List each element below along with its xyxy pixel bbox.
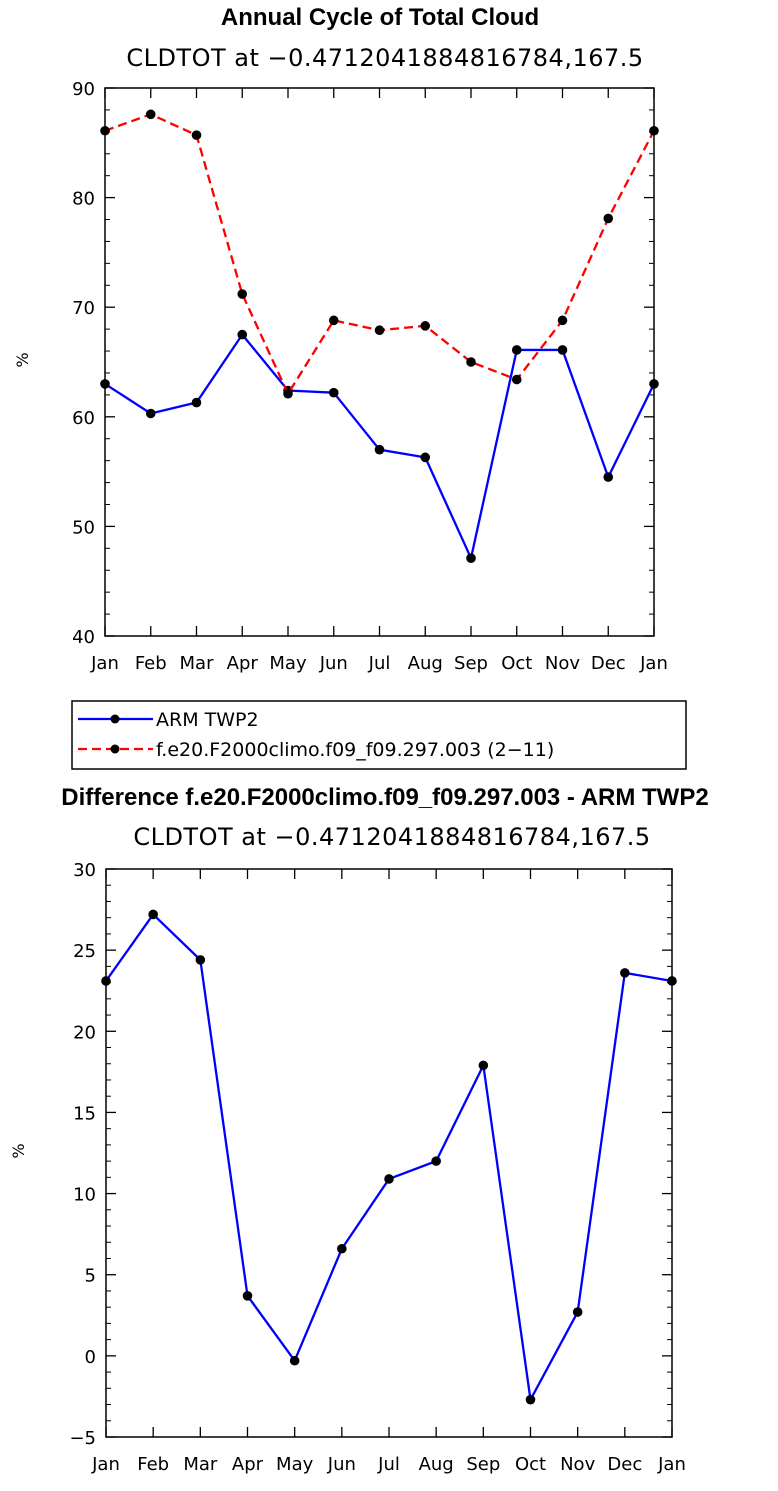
chart1-series-1-point xyxy=(557,315,568,326)
chart1-ytick-label: 60 xyxy=(72,408,95,429)
chart2-ylabel: % xyxy=(9,1143,28,1158)
chart1-series-0-point xyxy=(420,452,431,463)
chart1-xtick-label: Apr xyxy=(227,653,259,674)
difference-chart: Difference f.e20.F2000climo.f09_f09.297.… xyxy=(9,784,709,1475)
chart1-xtick-label: Nov xyxy=(545,653,580,674)
chart1-title: Annual Cycle of Total Cloud xyxy=(221,4,539,31)
chart2-xtick-label: Aug xyxy=(419,1454,454,1475)
chart1-ytick-label: 80 xyxy=(72,189,95,210)
chart2-series-0-point xyxy=(242,1291,253,1301)
legend-marker-arm xyxy=(110,714,120,724)
chart1-series-0-point xyxy=(511,345,522,355)
chart1-ytick-label: 50 xyxy=(72,517,95,538)
chart2-series-0-point xyxy=(148,909,158,920)
chart2-ytick-label: 20 xyxy=(73,1022,96,1043)
chart1-xtick-label: Dec xyxy=(591,653,626,674)
chart1-series-0-point xyxy=(466,553,476,563)
chart1-series-0-point xyxy=(649,379,659,389)
chart1-series-0-point xyxy=(557,345,568,355)
chart1-xtick-label: Jul xyxy=(368,653,391,674)
chart2-series-0-point xyxy=(620,968,630,978)
chart2-plot-frame xyxy=(105,868,673,1438)
chart2-series-0-point xyxy=(431,1156,441,1166)
chart2-xtick-label: Apr xyxy=(232,1454,264,1475)
chart2-xtick-label: May xyxy=(276,1454,314,1475)
chart2-ytick-label: −5 xyxy=(69,1428,96,1449)
chart2-series-0-point xyxy=(101,976,111,986)
chart1-xtick-label: Mar xyxy=(180,653,215,674)
chart2-xtick-label: Jul xyxy=(377,1454,400,1475)
chart2-xtick-label: Jun xyxy=(327,1454,356,1475)
chart2-xtick-label: Dec xyxy=(607,1454,642,1475)
chart1-xtick-label: Feb xyxy=(135,653,167,674)
chart1-series-0-point xyxy=(603,472,614,482)
chart1-series-1-point xyxy=(328,315,339,326)
chart1-series-1-point xyxy=(237,289,248,299)
chart1-series-1-point xyxy=(191,130,202,140)
chart1-series-0-point xyxy=(100,379,110,389)
chart1-legend: ARM TWP2 f.e20.F2000climo.f09_f09.297.00… xyxy=(71,700,687,770)
chart1-xtick-label: Jan xyxy=(639,653,668,674)
chart1-series-1-point xyxy=(100,125,110,136)
chart2-series-0-point xyxy=(572,1307,583,1317)
chart2-series-0-point xyxy=(337,1243,347,1254)
chart1-subtitle: CLDTOT at −0.4712041884816784,167.5 xyxy=(126,44,643,72)
chart1-series-0-point xyxy=(374,444,385,455)
chart2-series-0-point xyxy=(195,955,206,965)
chart2-ytick-label: 25 xyxy=(73,941,96,962)
chart2-xtick-label: Mar xyxy=(183,1454,218,1475)
chart2-series-0-point xyxy=(667,976,677,986)
chart2-ytick-label: 5 xyxy=(85,1266,96,1287)
chart2-ytick-label: 30 xyxy=(73,860,96,881)
chart1-series-1-point xyxy=(145,109,156,120)
chart2-series-0-point xyxy=(384,1174,394,1184)
chart2-xtick-label: Sep xyxy=(466,1454,500,1475)
chart1-plot-frame xyxy=(104,87,655,637)
chart2-ytick-label: 15 xyxy=(73,1103,96,1124)
chart2-series-0-point xyxy=(289,1355,300,1366)
chart1-ylabel: % xyxy=(13,352,32,367)
legend-label-model: f.e20.F2000climo.f09_f09.297.003 (2−11) xyxy=(156,739,554,761)
chart1-series-0-point xyxy=(145,408,156,419)
chart2-xtick-label: Nov xyxy=(560,1454,595,1475)
chart1-series-0-point xyxy=(328,387,339,398)
chart2-series-0-point xyxy=(478,1060,489,1071)
chart1-series-1-point xyxy=(283,388,293,399)
chart1-xtick-label: Jun xyxy=(319,653,348,674)
chart1-xtick-label: May xyxy=(269,653,307,674)
chart1-series-0-point xyxy=(191,397,202,408)
chart1-series-1-point xyxy=(374,325,385,336)
chart2-xtick-label: Feb xyxy=(137,1454,169,1475)
chart1-xtick-label: Jan xyxy=(90,653,119,674)
chart2-xtick-label: Jan xyxy=(657,1454,686,1475)
chart2-xtick-label: Jan xyxy=(91,1454,120,1475)
chart2-series-0-point xyxy=(525,1394,536,1405)
chart2-subtitle: CLDTOT at −0.4712041884816784,167.5 xyxy=(133,823,650,851)
chart1-ytick-label: 70 xyxy=(72,298,95,319)
chart1-series-1-point xyxy=(603,213,614,224)
annual-cycle-chart: Annual Cycle of Total Cloud CLDTOT at −0… xyxy=(13,4,668,674)
chart1-ytick-label: 40 xyxy=(72,627,95,648)
chart1-series-line-1 xyxy=(104,113,656,395)
chart1-ytick-label: 90 xyxy=(72,79,95,100)
chart1-series-1-point xyxy=(649,125,659,136)
chart2-series-line-0 xyxy=(105,913,673,1401)
chart1-series-1-point xyxy=(466,357,476,367)
chart1-xtick-label: Sep xyxy=(454,653,488,674)
chart1-xtick-label: Oct xyxy=(501,653,532,674)
legend-marker-model xyxy=(110,744,120,754)
chart1-series-1-point xyxy=(511,374,522,385)
chart2-ytick-label: 10 xyxy=(73,1185,96,1206)
chart2-ytick-label: 0 xyxy=(85,1347,96,1368)
legend-label-arm: ARM TWP2 xyxy=(156,709,259,731)
chart1-xtick-label: Aug xyxy=(408,653,443,674)
chart2-xtick-label: Oct xyxy=(515,1454,546,1475)
chart1-series-1-point xyxy=(420,321,431,331)
legend-frame xyxy=(71,700,687,770)
chart2-title: Difference f.e20.F2000climo.f09_f09.297.… xyxy=(61,784,708,811)
chart1-series-0-point xyxy=(237,329,248,340)
